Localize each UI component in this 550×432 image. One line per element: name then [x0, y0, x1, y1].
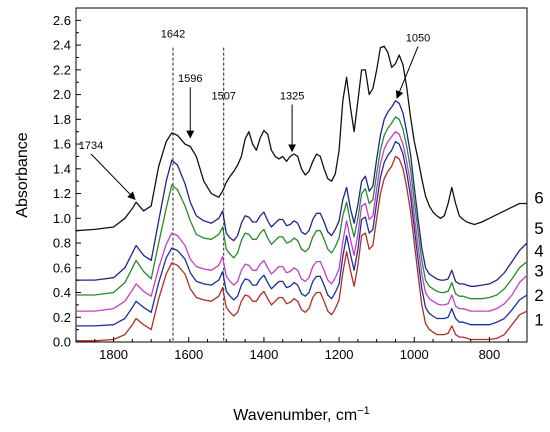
- series-line-3: [76, 131, 528, 312]
- y-axis-title: Absorbance: [14, 132, 31, 217]
- annotation-label-1596: 1596: [178, 73, 202, 85]
- series-line-1: [76, 155, 528, 342]
- y-tick-label: 1.4: [53, 161, 71, 176]
- annotation-label-1642: 1642: [161, 29, 185, 41]
- x-axis-title: Wavenumber, cm−1: [233, 405, 369, 424]
- curve-labels: 1 2 34 5 6: [534, 188, 543, 329]
- annotation-arrow-1050: [395, 46, 419, 99]
- y-tick-label: 2.6: [53, 13, 71, 28]
- y-tick-label: 1.0: [53, 211, 71, 226]
- x-tick-label: 1600: [174, 347, 203, 362]
- y-tick-label: 2.4: [53, 38, 71, 53]
- y-tick-label: 0.2: [53, 310, 71, 325]
- y-tick-label: 0.6: [53, 260, 71, 275]
- series-line-2: [76, 140, 528, 327]
- y-tick-label: 2.2: [53, 62, 71, 77]
- curve-label-1: 1: [534, 311, 543, 330]
- annotation-label-1325: 1325: [280, 91, 304, 103]
- series-line-5: [76, 100, 528, 287]
- x-tick-label: 1800: [99, 347, 128, 362]
- y-tick-label: 1.8: [53, 112, 71, 127]
- y-axis-ticks: 0.0 0.2 0.4 0.6 0.8 1.0 1.2 1.4 1.6 1.8 2.0 2.2 2.4 2…: [53, 7, 81, 350]
- x-tick-label: 1200: [325, 347, 354, 362]
- x-tick-label: 800: [479, 347, 501, 362]
- annotation-label-1734: 1734: [79, 140, 103, 152]
- x-tick-label: 1000: [400, 347, 429, 362]
- x-axis-title-text: Wavenumber, cm: [233, 407, 357, 424]
- series-layer: [75, 45, 528, 342]
- x-axis-ticks: 1800 1600 1400 1200 1000 800: [75, 337, 528, 362]
- y-tick-label: 2.0: [53, 87, 71, 102]
- y-tick-label: 0.0: [53, 335, 71, 350]
- annotation-label-1050: 1050: [406, 32, 430, 44]
- curve-label-5: 5: [534, 219, 543, 238]
- annotation-arrow-1734: [90, 153, 136, 200]
- y-tick-label: 1.2: [53, 186, 71, 201]
- x-axis-title-exponent: −1: [357, 405, 370, 417]
- curve-label-4: 4: [534, 241, 543, 260]
- curve-label-6: 6: [534, 188, 543, 207]
- series-line-4: [76, 116, 528, 300]
- y-tick-label: 1.6: [53, 137, 71, 152]
- y-tick-label: 0.8: [53, 236, 71, 251]
- annotation-layer: 1642 1596 1507 1325 1734 1050: [79, 29, 430, 200]
- curve-label-3: 3: [534, 261, 543, 280]
- y-tick-label: 0.4: [53, 285, 71, 300]
- annotation-label-1507: 1507: [211, 91, 235, 103]
- x-tick-label: 1400: [249, 347, 278, 362]
- series-line-6: [75, 45, 527, 232]
- curve-label-2: 2: [534, 286, 543, 305]
